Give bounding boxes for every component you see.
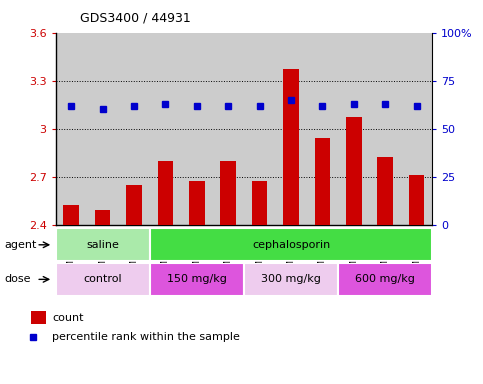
Bar <box>181 33 213 225</box>
Text: 300 mg/kg: 300 mg/kg <box>261 274 321 285</box>
Bar <box>252 182 268 225</box>
Bar <box>189 182 205 225</box>
Text: percentile rank within the sample: percentile rank within the sample <box>52 332 240 342</box>
Bar <box>369 33 401 225</box>
Bar <box>283 70 299 225</box>
Bar <box>213 33 244 225</box>
Bar <box>401 33 432 225</box>
Bar <box>157 161 173 225</box>
Bar <box>150 33 181 225</box>
Text: dose: dose <box>5 274 31 285</box>
Bar <box>409 175 425 225</box>
Text: cephalosporin: cephalosporin <box>252 240 330 250</box>
Bar <box>338 263 432 296</box>
Bar <box>244 263 338 296</box>
Text: 600 mg/kg: 600 mg/kg <box>355 274 415 285</box>
Bar <box>346 118 362 225</box>
Bar <box>126 185 142 225</box>
Text: saline: saline <box>86 240 119 250</box>
Text: count: count <box>52 313 84 323</box>
Bar <box>338 33 369 225</box>
Bar <box>56 33 87 225</box>
Text: GDS3400 / 44931: GDS3400 / 44931 <box>80 12 190 25</box>
Bar <box>56 263 150 296</box>
Text: control: control <box>84 274 122 285</box>
Bar <box>118 33 150 225</box>
Bar <box>244 33 275 225</box>
Bar <box>31 311 46 324</box>
Bar <box>307 33 338 225</box>
Bar <box>150 263 244 296</box>
Bar <box>87 33 118 225</box>
Bar <box>63 205 79 225</box>
Bar <box>314 138 330 225</box>
Bar <box>56 228 150 261</box>
Bar <box>377 157 393 225</box>
Bar <box>275 33 307 225</box>
Text: 150 mg/kg: 150 mg/kg <box>167 274 227 285</box>
Text: agent: agent <box>5 240 37 250</box>
Bar <box>220 161 236 225</box>
Bar <box>150 228 432 261</box>
Bar <box>95 210 111 225</box>
